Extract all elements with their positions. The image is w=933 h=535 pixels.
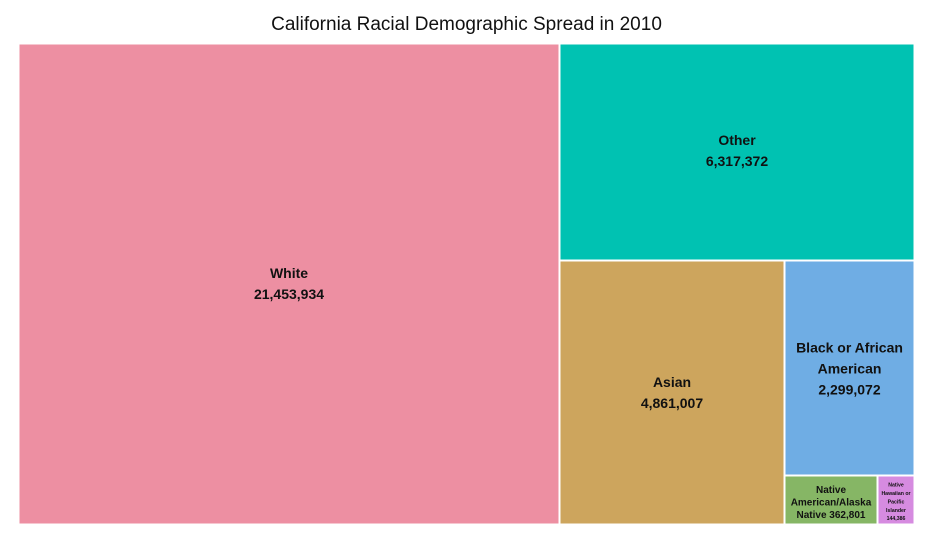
tile-label-native-american-alaska-native: American/Alaska <box>791 498 872 509</box>
chart-title: California Racial Demographic Spread in … <box>271 14 662 35</box>
tile-label-white: White <box>270 265 308 281</box>
tile-native-hawaiian-or-pacific-islander: Native Hawaiian or Pacific Islander 144,386 <box>877 475 915 525</box>
tile-label-black-or-african-american: 2,299,072 <box>818 382 880 398</box>
tile-label-black-or-african-american: American <box>818 361 882 377</box>
tile-white: White 21,453,934 <box>18 43 560 525</box>
tile-rect-native-american-alaska-native <box>784 475 878 525</box>
tile-rect-black-or-african-american <box>784 260 915 476</box>
tile-label-native-hawaiian-or-pacific-islander: Pacific <box>888 499 905 505</box>
tile-label-asian: 4,861,007 <box>641 395 703 411</box>
tile-label-native-american-alaska-native: Native 362,801 <box>797 510 866 521</box>
tile-rect-white <box>18 43 560 525</box>
tile-rect-other <box>559 43 915 261</box>
tile-asian: Asian 4,861,007 <box>559 260 785 525</box>
tile-label-native-hawaiian-or-pacific-islander: Hawaiian or <box>881 491 910 497</box>
tile-label-other: Other <box>718 132 756 148</box>
tile-label-native-american-alaska-native: Native <box>816 485 846 496</box>
tile-rect-asian <box>559 260 785 525</box>
tile-label-native-hawaiian-or-pacific-islander: Native <box>888 483 904 489</box>
tile-other: Other 6,317,372 <box>559 43 915 261</box>
tile-label-other: 6,317,372 <box>706 153 768 169</box>
tile-rect-native-hawaiian-or-pacific-islander <box>877 475 915 525</box>
tile-label-native-hawaiian-or-pacific-islander: Islander <box>886 508 906 514</box>
tile-label-white: 21,453,934 <box>254 286 324 302</box>
tile-label-black-or-african-american: Black or African <box>796 340 903 356</box>
tile-label-native-hawaiian-or-pacific-islander: 144,386 <box>887 516 906 522</box>
tile-black-or-african-american: Black or African American 2,299,072 <box>784 260 915 476</box>
tile-label-asian: Asian <box>653 374 691 390</box>
